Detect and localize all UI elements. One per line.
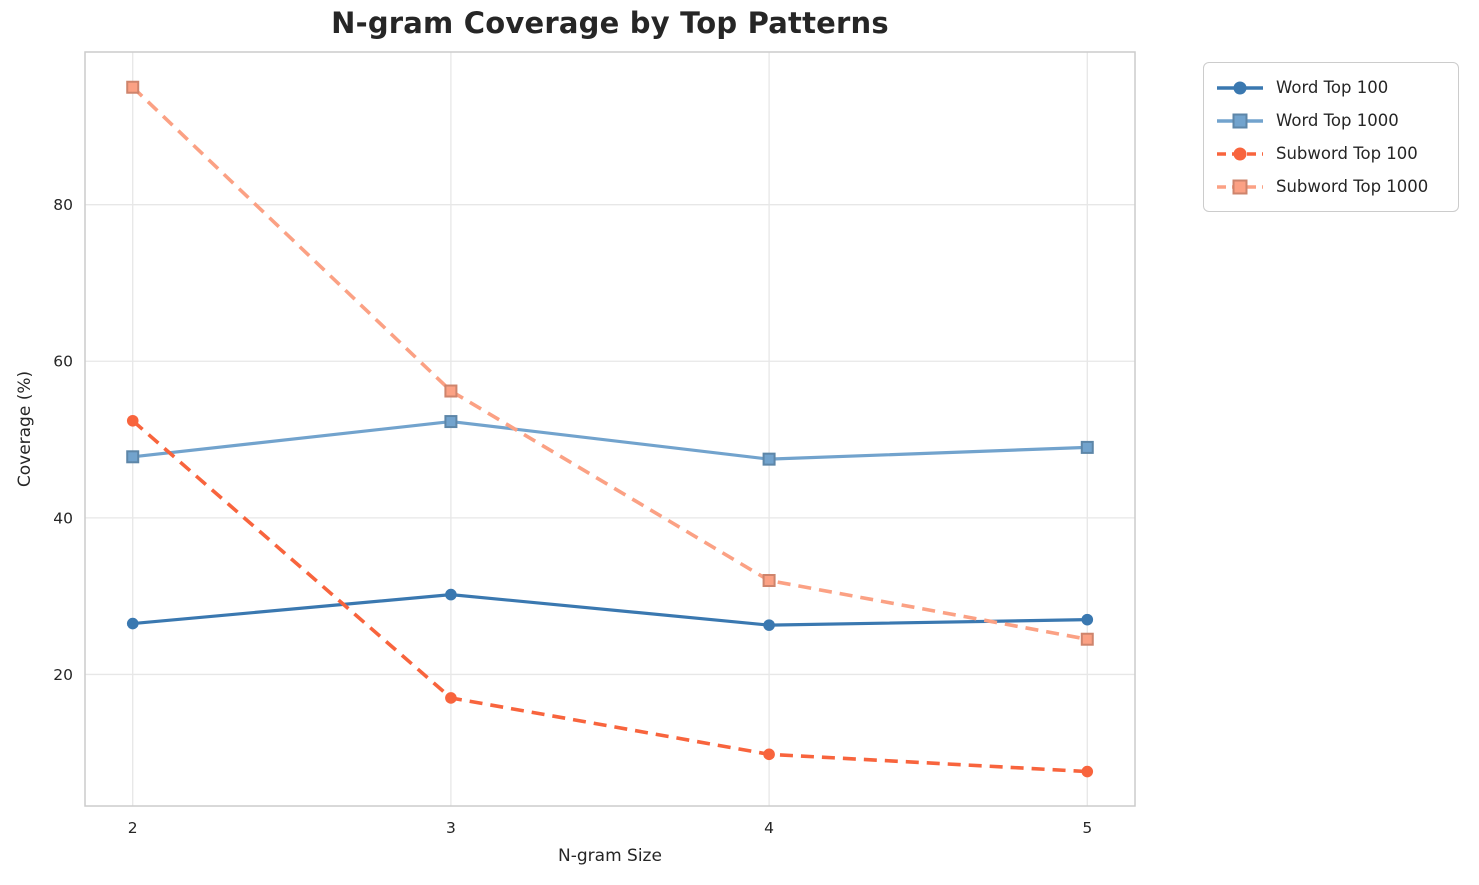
y-tick-label: 20 [53,666,73,684]
y-tick-label: 40 [53,509,73,527]
series-line-subword-top-1000 [131,85,1088,641]
x-tick-label: 4 [764,819,774,837]
x-tick-label: 2 [128,819,138,837]
marker-subword-top-1000 [126,80,140,94]
legend-swatch-circle-icon [1217,81,1263,94]
marker-subword-top-1000 [1080,632,1094,646]
marker-subword-top-100 [126,414,139,427]
legend-label: Subword Top 1000 [1276,177,1429,196]
legend-item-word-top-1000: Word Top 1000 [1216,106,1446,135]
marker-word-top-1000 [762,452,776,466]
marker-word-top-100 [763,619,775,631]
legend: Word Top 100 Word Top 1000 Subword Top 100… [1203,62,1459,212]
marker-subword-top-100 [763,748,775,761]
legend-item-word-top-100: Word Top 100 [1216,73,1446,102]
legend-label: Subword Top 100 [1276,144,1418,163]
x-tick-label: 3 [446,819,456,837]
legend-swatch-square-icon [1217,179,1263,194]
legend-label: Word Top 1000 [1276,111,1399,130]
legend-item-subword-top-100: Subword Top 100 [1216,139,1446,168]
marker-word-top-1000 [444,415,458,429]
series-line-word-top-100 [132,592,1088,627]
marker-word-top-100 [1081,613,1094,626]
series-line-subword-top-100 [131,419,1088,774]
marker-word-top-100 [445,588,457,601]
legend-swatch-circle-icon [1217,147,1263,160]
marker-word-top-1000 [1080,440,1094,454]
marker-word-top-100 [126,617,139,630]
marker-word-top-1000 [126,450,140,464]
legend-swatch-square-icon [1217,113,1263,128]
x-axis-label: N-gram Size [558,846,662,866]
legend-label: Word Top 100 [1276,78,1389,97]
chart-title: N-gram Coverage by Top Patterns [331,6,889,40]
marker-subword-top-1000 [444,384,458,398]
y-tick-label: 80 [53,196,73,214]
axes-frame [84,51,1136,807]
series-line-word-top-1000 [132,419,1088,461]
x-tick-label: 5 [1082,819,1092,837]
marker-subword-top-100 [1081,765,1094,778]
marker-subword-top-1000 [762,574,776,588]
y-axis-label: Coverage (%) [15,370,35,488]
legend-item-subword-top-1000: Subword Top 1000 [1216,172,1446,201]
marker-subword-top-100 [445,692,457,704]
y-tick-label: 60 [53,353,73,371]
